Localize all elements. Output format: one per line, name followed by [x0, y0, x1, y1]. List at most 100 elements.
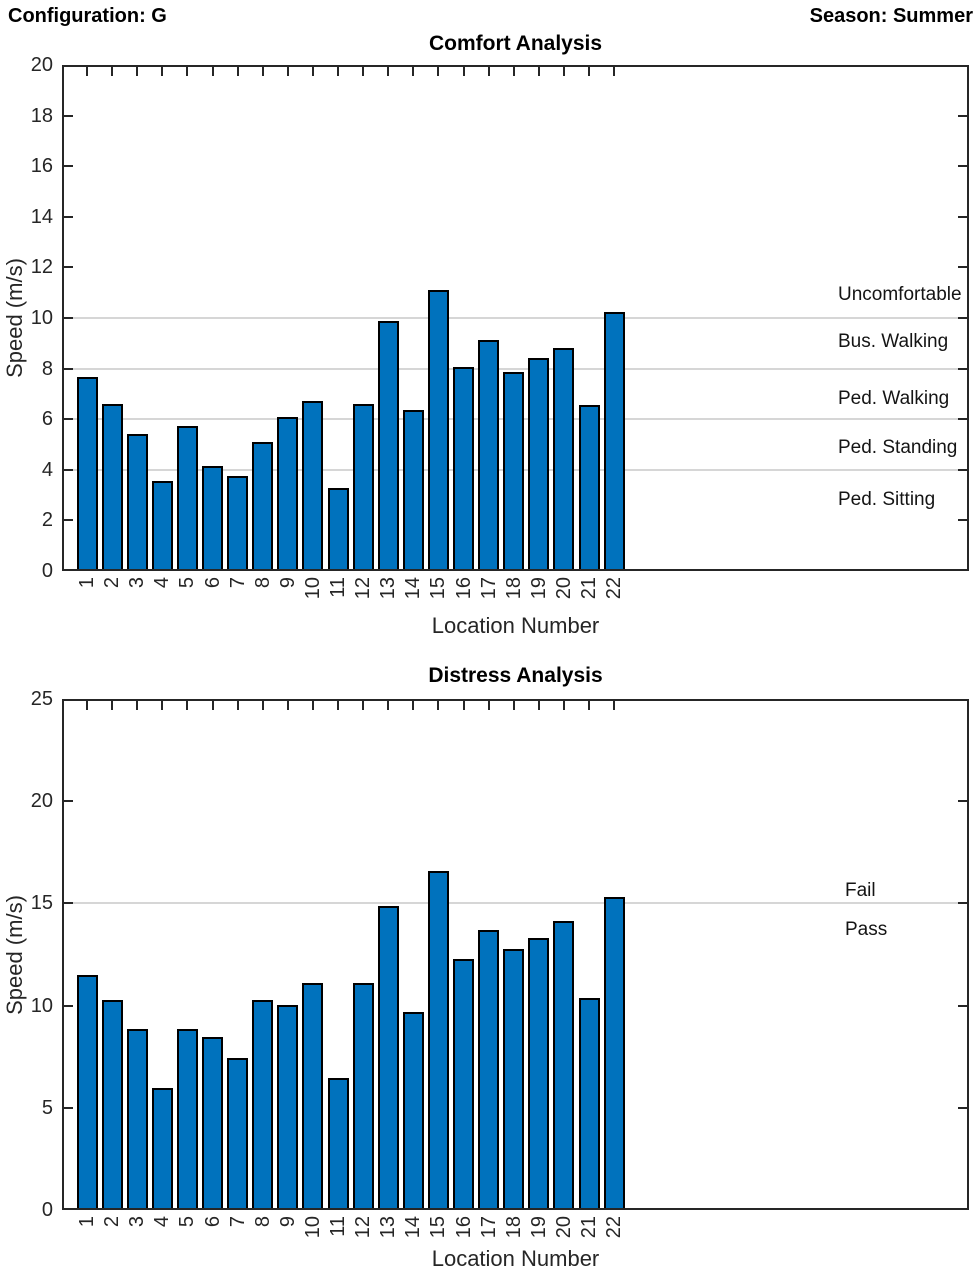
x-tick: [111, 67, 114, 76]
y-tick-label-18: 18: [30, 104, 53, 127]
x-tick: [111, 701, 114, 710]
region-label-pass: Pass: [845, 918, 888, 940]
x-tick-label-19: 19: [527, 577, 550, 600]
region-label-ped-sitting: Ped. Sitting: [838, 489, 936, 511]
x-tick: [186, 67, 189, 76]
y-axis-label: Speed (m/s): [2, 258, 27, 378]
x-tick: [211, 701, 214, 710]
y-tick: [958, 367, 967, 370]
x-tick: [462, 67, 465, 76]
x-tick: [337, 701, 340, 710]
y-tick-label-2: 2: [41, 509, 53, 532]
x-tick: [562, 701, 565, 710]
x-tick-label-9: 9: [276, 577, 299, 589]
x-tick: [136, 701, 139, 710]
y-tick: [64, 215, 73, 218]
x-tick: [487, 67, 490, 76]
x-tick: [412, 701, 415, 710]
x-tick: [588, 67, 591, 76]
x-tick: [512, 67, 515, 76]
x-tick: [136, 67, 139, 76]
x-tick-label-4: 4: [151, 577, 174, 589]
x-tick-label-12: 12: [352, 577, 375, 600]
y-tick: [64, 418, 73, 421]
region-label-fail: Fail: [845, 880, 876, 902]
y-tick: [958, 165, 967, 168]
y-tick: [958, 902, 967, 905]
region-label-ped-walking: Ped. Walking: [838, 387, 950, 409]
plot-area: [62, 699, 969, 1210]
y-tick: [958, 317, 967, 319]
x-tick: [236, 701, 239, 710]
x-tick: [211, 67, 214, 76]
chart-title: Distress Analysis: [428, 664, 603, 687]
x-tick-label-17: 17: [477, 577, 500, 600]
x-tick-label-20: 20: [552, 577, 575, 600]
x-tick-label-8: 8: [251, 577, 274, 589]
x-tick: [86, 67, 89, 76]
x-tick-label-22: 22: [603, 577, 626, 600]
x-tick: [236, 67, 239, 76]
y-tick-label-14: 14: [30, 205, 53, 228]
y-tick: [64, 367, 73, 370]
y-tick-label-10: 10: [30, 307, 53, 329]
x-tick: [161, 701, 164, 710]
x-tick-label-1: 1: [76, 577, 99, 589]
x-tick-label-11: 11: [327, 577, 350, 598]
y-tick-label-4: 4: [41, 458, 53, 481]
y-tick: [64, 519, 73, 522]
x-tick: [588, 701, 591, 710]
x-tick: [562, 67, 565, 76]
x-tick-label-18: 18: [502, 577, 525, 600]
x-tick-label-10: 10: [301, 577, 324, 600]
x-tick: [613, 67, 616, 76]
x-tick: [337, 67, 340, 76]
x-tick: [537, 701, 540, 710]
x-tick: [311, 701, 314, 710]
y-tick: [64, 1106, 73, 1109]
y-tick-label-0: 0: [41, 1199, 53, 1221]
x-tick-label-3: 3: [126, 577, 149, 589]
x-axis-label: Location Number: [431, 1246, 600, 1271]
configuration-label: Configuration: G: [8, 5, 167, 27]
season-label: Season: Summer: [809, 5, 973, 27]
gridline-8: [64, 367, 967, 370]
y-tick: [64, 468, 73, 471]
x-tick: [412, 67, 415, 76]
x-axis-label: Location Number: [431, 613, 600, 638]
y-tick: [64, 165, 73, 168]
x-tick: [387, 701, 390, 710]
y-tick: [64, 114, 73, 117]
region-label-uncomfortable: Uncomfortable: [838, 284, 962, 306]
y-tick: [958, 1004, 967, 1007]
x-tick-label-6: 6: [201, 577, 224, 589]
x-tick: [512, 701, 515, 710]
x-tick: [437, 701, 440, 710]
y-tick-label-12: 12: [30, 256, 53, 279]
chart-title: Comfort Analysis: [428, 32, 603, 55]
y-tick-label-10: 10: [30, 994, 53, 1017]
x-tick: [487, 701, 490, 710]
y-tick: [958, 1106, 967, 1109]
y-tick: [64, 317, 73, 319]
plot-area: [62, 65, 969, 571]
y-tick: [64, 1004, 73, 1007]
y-tick-label-16: 16: [30, 155, 53, 178]
y-tick: [958, 114, 967, 117]
gridline-15: [64, 902, 967, 905]
x-tick: [86, 701, 89, 710]
y-axis-label: Speed (m/s): [2, 894, 27, 1015]
gridline-10: [64, 317, 967, 319]
y-tick: [64, 266, 73, 269]
x-tick: [286, 67, 289, 76]
x-tick: [462, 701, 465, 710]
y-tick-label-5: 5: [41, 1096, 53, 1119]
y-tick: [958, 468, 967, 471]
x-tick: [261, 701, 264, 710]
y-tick-label-0: 0: [41, 560, 53, 582]
x-tick-label-15: 15: [427, 577, 450, 600]
x-tick-label-2: 2: [101, 577, 124, 589]
x-tick-label-14: 14: [402, 577, 425, 600]
x-tick: [286, 701, 289, 710]
